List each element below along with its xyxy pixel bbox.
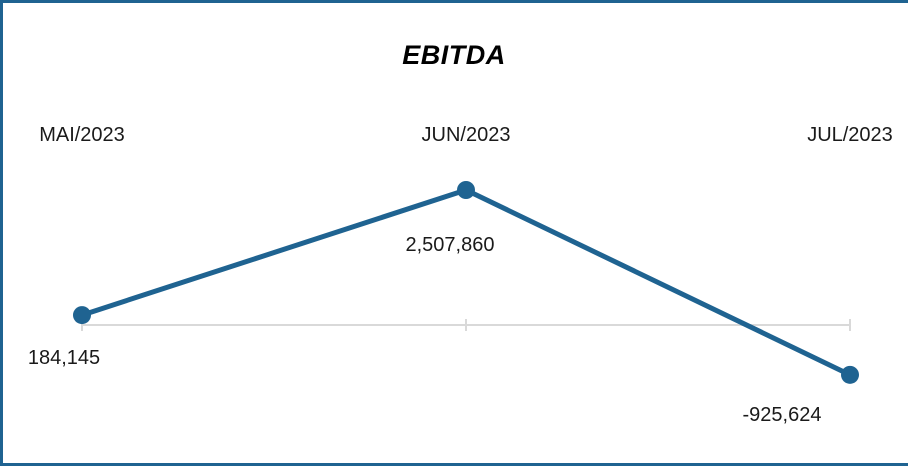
axis-layer [81,319,851,331]
data-point-3 [841,365,859,384]
series-line [79,187,853,378]
data-points-layer [73,181,859,384]
labels-layer: MAI/2023 JUN/2023 JUL/2023 184,145 2,507,860… [28,124,893,426]
data-point-1 [73,306,91,325]
series-line-layer [79,187,853,378]
data-point-2 [457,181,475,199]
category-label-3: JUL/2023 [807,124,893,146]
chart-title: EBITDA [402,40,506,70]
data-label-1: 184,145 [28,347,100,369]
category-label-1: MAI/2023 [39,124,125,146]
data-label-3: -925,624 [743,404,822,426]
data-label-2: 2,507,860 [406,234,495,256]
category-label-2: JUN/2023 [422,124,511,146]
